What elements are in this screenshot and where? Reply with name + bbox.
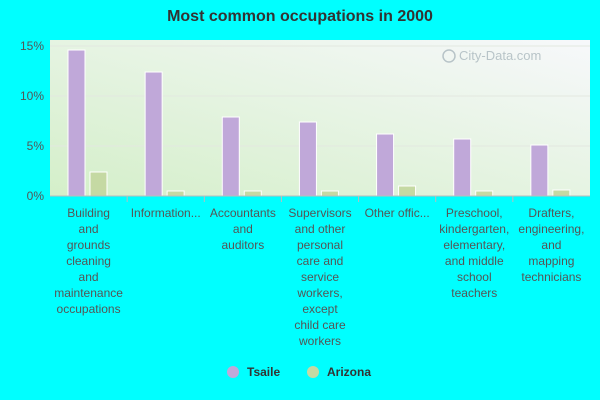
bar-arizona (398, 185, 417, 197)
y-tick-label: 10% (20, 89, 44, 103)
category-label: except (302, 302, 338, 316)
category-label: and other (295, 222, 346, 236)
category-label: elementary, (443, 238, 505, 252)
category-label: and middle (445, 254, 504, 268)
category-label: and (79, 222, 99, 236)
category-label: maintenance (54, 286, 123, 300)
bar-arizona (89, 171, 108, 197)
y-tick-label: 0% (27, 189, 45, 203)
plot-area (50, 40, 590, 196)
bar-tsaile (530, 144, 549, 197)
category-label: mapping (528, 254, 574, 268)
bar-arizona (475, 190, 494, 197)
y-tick-label: 5% (27, 139, 45, 153)
category-label: personal (297, 238, 343, 252)
category-label: Building (67, 206, 110, 220)
category-label: and (79, 270, 99, 284)
bar-tsaile (221, 116, 240, 197)
category-label: Preschool, (446, 206, 503, 220)
bar-arizona (166, 190, 185, 197)
bar-tsaile (376, 133, 395, 197)
bar-tsaile (453, 138, 472, 197)
category-label: and (541, 238, 561, 252)
bar-tsaile (144, 71, 163, 197)
watermark-text: City-Data.com (459, 48, 541, 63)
category-label: workers (298, 334, 341, 348)
category-label: Other offic... (365, 206, 430, 220)
category-label: child care (294, 318, 346, 332)
category-label: Supervisors (288, 206, 351, 220)
category-label: grounds (67, 238, 110, 252)
category-label: Accountants (210, 206, 276, 220)
category-label: cleaning (66, 254, 111, 268)
legend-label-tsaile: Tsaile (247, 365, 280, 379)
category-label: care and (297, 254, 344, 268)
y-tick-label: 15% (20, 39, 44, 53)
category-label: school (457, 270, 492, 284)
bar-tsaile (67, 49, 86, 197)
category-label: workers, (296, 286, 342, 300)
category-label: engineering, (518, 222, 584, 236)
category-label: occupations (57, 302, 121, 316)
bar-arizona (320, 190, 339, 197)
legend-swatch-tsaile (227, 366, 239, 378)
watermark: City-Data.com (442, 48, 541, 63)
category-label: Information... (131, 206, 201, 220)
bar-arizona (552, 189, 571, 197)
category-label: teachers (451, 286, 497, 300)
bar-arizona (243, 190, 262, 197)
chart-title: Most common occupations in 2000 (167, 8, 433, 25)
legend-label-arizona: Arizona (327, 365, 371, 379)
category-label: service (301, 270, 339, 284)
category-label: auditors (222, 238, 265, 252)
category-label: kindergarten, (439, 222, 509, 236)
category-label: and (233, 222, 253, 236)
category-label: Drafters, (528, 206, 574, 220)
bar-tsaile (298, 121, 317, 197)
legend-swatch-arizona (307, 366, 319, 378)
category-label: technicians (521, 270, 581, 284)
